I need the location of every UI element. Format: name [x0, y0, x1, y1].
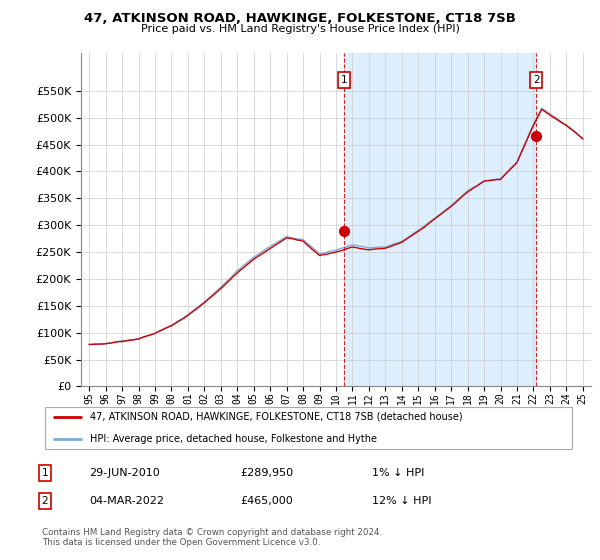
Text: 04-MAR-2022: 04-MAR-2022 [89, 496, 164, 506]
Text: 1: 1 [341, 75, 347, 85]
FancyBboxPatch shape [44, 407, 572, 449]
Text: 47, ATKINSON ROAD, HAWKINGE, FOLKESTONE, CT18 7SB (detached house): 47, ATKINSON ROAD, HAWKINGE, FOLKESTONE,… [90, 412, 463, 422]
Text: 2: 2 [533, 75, 539, 85]
Bar [344, 53, 536, 386]
Text: Contains HM Land Registry data © Crown copyright and database right 2024.
This d: Contains HM Land Registry data © Crown c… [42, 528, 382, 547]
Text: 29-JUN-2010: 29-JUN-2010 [89, 468, 160, 478]
Text: 1: 1 [41, 468, 49, 478]
Text: HPI: Average price, detached house, Folkestone and Hythe: HPI: Average price, detached house, Folk… [90, 435, 377, 444]
Text: 12% ↓ HPI: 12% ↓ HPI [372, 496, 431, 506]
Text: £289,950: £289,950 [240, 468, 293, 478]
Text: 2: 2 [41, 496, 49, 506]
Text: 47, ATKINSON ROAD, HAWKINGE, FOLKESTONE, CT18 7SB: 47, ATKINSON ROAD, HAWKINGE, FOLKESTONE,… [84, 12, 516, 25]
Text: £465,000: £465,000 [240, 496, 293, 506]
Text: 1% ↓ HPI: 1% ↓ HPI [372, 468, 424, 478]
Text: Price paid vs. HM Land Registry's House Price Index (HPI): Price paid vs. HM Land Registry's House … [140, 24, 460, 34]
